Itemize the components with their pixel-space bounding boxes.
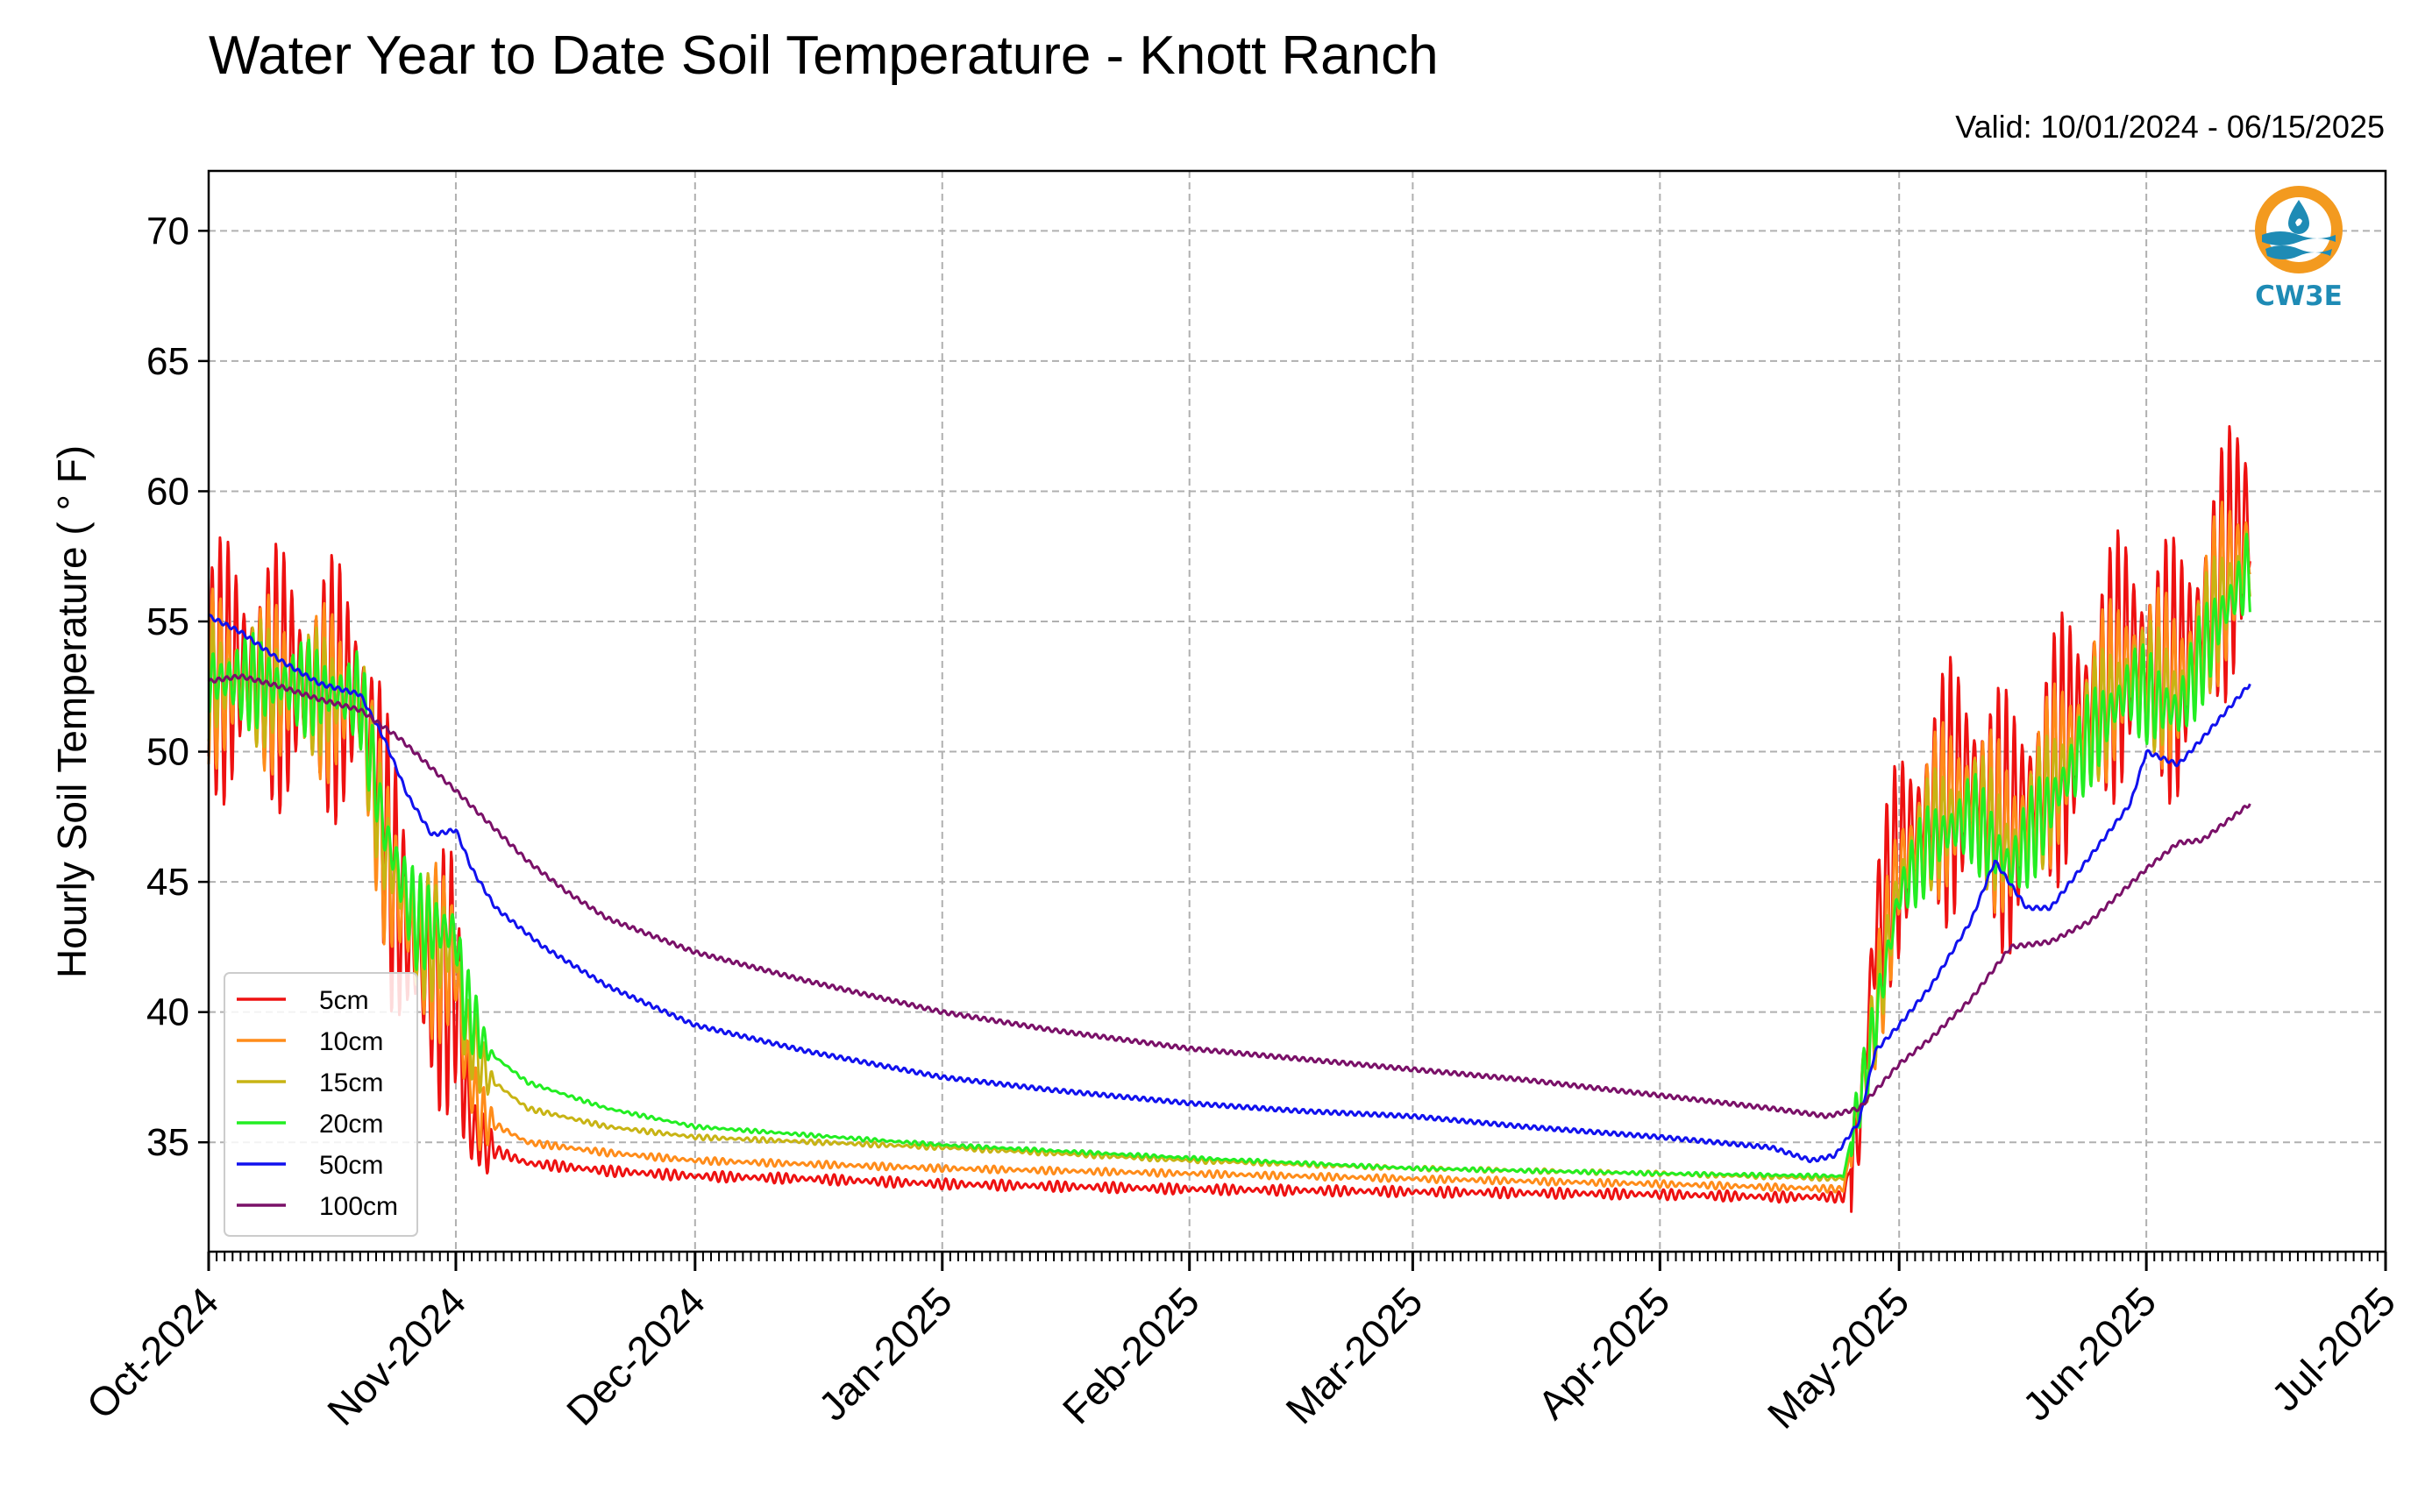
legend-label: 15cm — [319, 1068, 383, 1097]
y-tick-label: 40 — [146, 991, 189, 1034]
series-line-10cm — [207, 500, 2251, 1194]
legend-box — [224, 972, 418, 1237]
x-tick-label: Feb-2025 — [1054, 1278, 1208, 1432]
y-tick-label: 60 — [146, 470, 189, 513]
y-tick-label: 50 — [146, 731, 189, 774]
x-tick-label: Apr-2025 — [1529, 1278, 1679, 1428]
x-tick-label: Jul-2025 — [2263, 1278, 2405, 1420]
x-tick-label: Nov-2024 — [318, 1278, 474, 1434]
series-line-5cm — [207, 425, 2251, 1213]
chart-title: Water Year to Date Soil Temperature - Kn… — [209, 25, 1439, 86]
legend-label: 5cm — [319, 986, 369, 1015]
legend-label: 50cm — [319, 1151, 383, 1180]
series-line-100cm — [207, 673, 2251, 1119]
x-tick-label: Dec-2024 — [558, 1278, 714, 1434]
series-line-50cm — [207, 614, 2251, 1164]
plot-frame — [207, 169, 2387, 1253]
y-tick-label: 70 — [146, 209, 189, 252]
legend-label: 10cm — [319, 1027, 383, 1056]
y-tick-label: 55 — [146, 600, 189, 643]
y-axis-label: Hourly Soil Temperature ( ° F) — [49, 445, 95, 978]
series-line-20cm — [207, 532, 2251, 1180]
y-tick-label: 65 — [146, 340, 189, 383]
x-tick-label: Oct-2024 — [78, 1278, 228, 1428]
cw3e-logo-text: CW3E — [2255, 280, 2343, 312]
series-line-15cm — [207, 530, 2251, 1182]
x-tick-label: Mar-2025 — [1277, 1278, 1431, 1432]
y-tick-label: 45 — [146, 861, 189, 904]
legend-label: 20cm — [319, 1110, 383, 1139]
x-tick-label: May-2025 — [1759, 1278, 1917, 1437]
legend: 5cm 10cm 15cm 20cm 50cm 100cm — [224, 972, 418, 1237]
series-lines — [207, 425, 2251, 1213]
x-tick-label: Jan-2025 — [809, 1278, 960, 1429]
legend-label: 100cm — [319, 1192, 398, 1221]
valid-date-range: Valid: 10/01/2024 - 06/15/2025 — [1955, 109, 2385, 145]
cw3e-logo: CW3E — [2244, 181, 2353, 321]
grid-lines — [209, 171, 2386, 1252]
cw3e-logo-icon — [2255, 186, 2343, 273]
y-tick-label: 35 — [146, 1121, 189, 1164]
x-tick-label: Jun-2025 — [2014, 1278, 2165, 1429]
